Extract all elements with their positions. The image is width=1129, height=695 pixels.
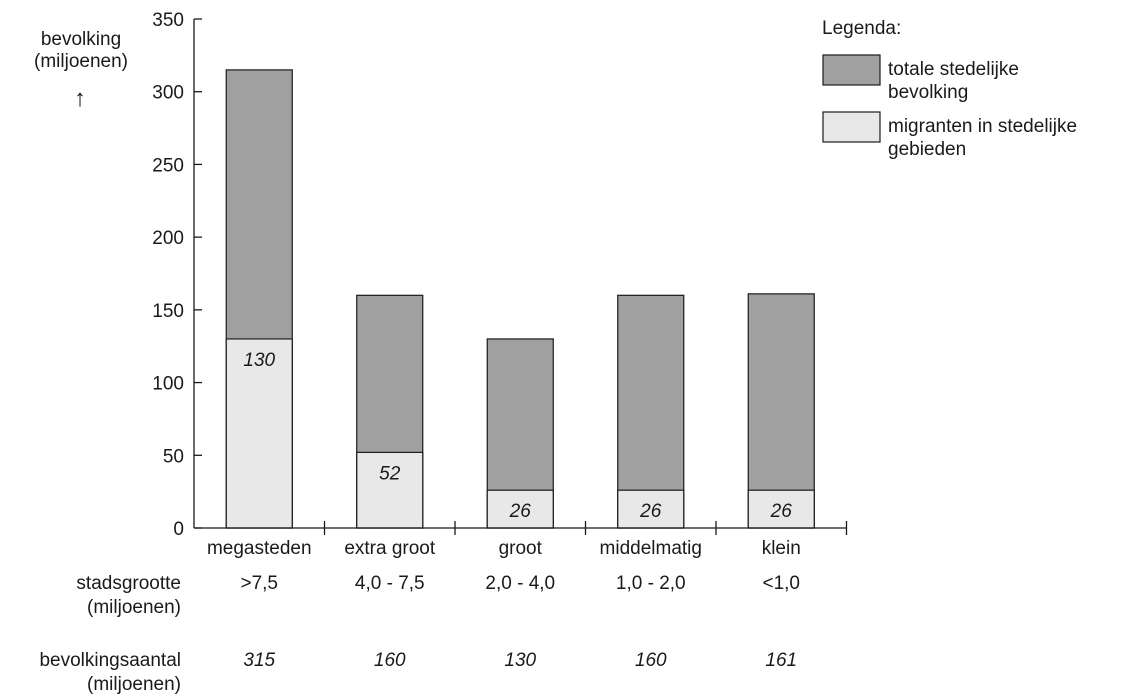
legend-swatch-total xyxy=(822,54,881,86)
x-category-label: extra groot xyxy=(344,538,436,559)
size-row-value: <1,0 xyxy=(762,573,800,594)
bar-total xyxy=(617,294,685,529)
legend-label-migrants-line1: migranten in stedelijke xyxy=(888,116,1077,137)
x-category-label: klein xyxy=(762,538,801,559)
size-row-value: 4,0 - 7,5 xyxy=(355,573,425,594)
legend-title: Legenda: xyxy=(822,18,901,39)
legend-label-total-line2: bevolking xyxy=(888,82,968,103)
legend-label-total-line1: totale stedelijke xyxy=(888,59,1019,80)
size-row-label-line2: (miljoenen) xyxy=(87,597,181,618)
bars: 130 52 26 26 26 xyxy=(225,69,815,529)
pop-row-value: 161 xyxy=(765,650,797,671)
y-axis-arrow-icon: ↑ xyxy=(74,85,86,112)
y-axis-title-line1: bevolking xyxy=(41,29,121,50)
x-axis: megasteden extra groot groot middelmatig kle… xyxy=(194,521,848,559)
x-category-label: megasteden xyxy=(207,538,312,559)
pop-row-value: 160 xyxy=(374,650,406,671)
table-rows: >7,5 4,0 - 7,5 2,0 - 4,0 1,0 - 2,0 <1,0 315 16… xyxy=(240,573,800,671)
pop-row-label-line1: bevolkingsaantal xyxy=(39,650,181,671)
bar-migrants-value-label: 26 xyxy=(639,501,662,522)
y-tick-label: 300 xyxy=(152,83,184,104)
legend-label-migrants-line2: gebieden xyxy=(888,139,966,160)
y-tick-label: 100 xyxy=(152,374,184,395)
pop-row-value: 160 xyxy=(635,650,667,671)
pop-row-value: 130 xyxy=(504,650,536,671)
size-row-value: 1,0 - 2,0 xyxy=(616,573,686,594)
legend-item-total: totale stedelijke bevolking xyxy=(822,54,1019,103)
bar-total xyxy=(747,293,815,529)
bar-migrants-value-label: 130 xyxy=(243,350,275,371)
y-tick-label: 200 xyxy=(152,228,184,249)
bar-migrants-value-label: 26 xyxy=(509,501,532,522)
size-row-value: 2,0 - 4,0 xyxy=(485,573,555,594)
y-tick-label: 250 xyxy=(152,155,184,176)
size-row-label-line1: stadsgrootte xyxy=(76,573,181,594)
y-tick-label: 350 xyxy=(152,10,184,31)
legend-swatch-migrants xyxy=(822,111,881,143)
y-tick-label: 50 xyxy=(163,446,184,467)
pop-row-label-line2: (miljoenen) xyxy=(87,674,181,695)
x-category-label: groot xyxy=(499,538,543,559)
y-tick-label: 0 xyxy=(173,519,184,540)
bar-migrants-value-label: 26 xyxy=(770,501,793,522)
x-category-label: middelmatig xyxy=(600,538,702,559)
y-tick-label: 150 xyxy=(152,301,184,322)
y-axis: 0 50 100 150 200 250 300 350 xyxy=(152,10,202,540)
bar-migrants xyxy=(617,489,685,529)
y-axis-title-line2: (miljoenen) xyxy=(34,51,128,72)
legend-item-migrants: migranten in stedelijke gebieden xyxy=(822,111,1077,160)
pop-row-value: 315 xyxy=(243,650,275,671)
size-row-value: >7,5 xyxy=(240,573,278,594)
bar-migrants-value-label: 52 xyxy=(379,463,401,484)
